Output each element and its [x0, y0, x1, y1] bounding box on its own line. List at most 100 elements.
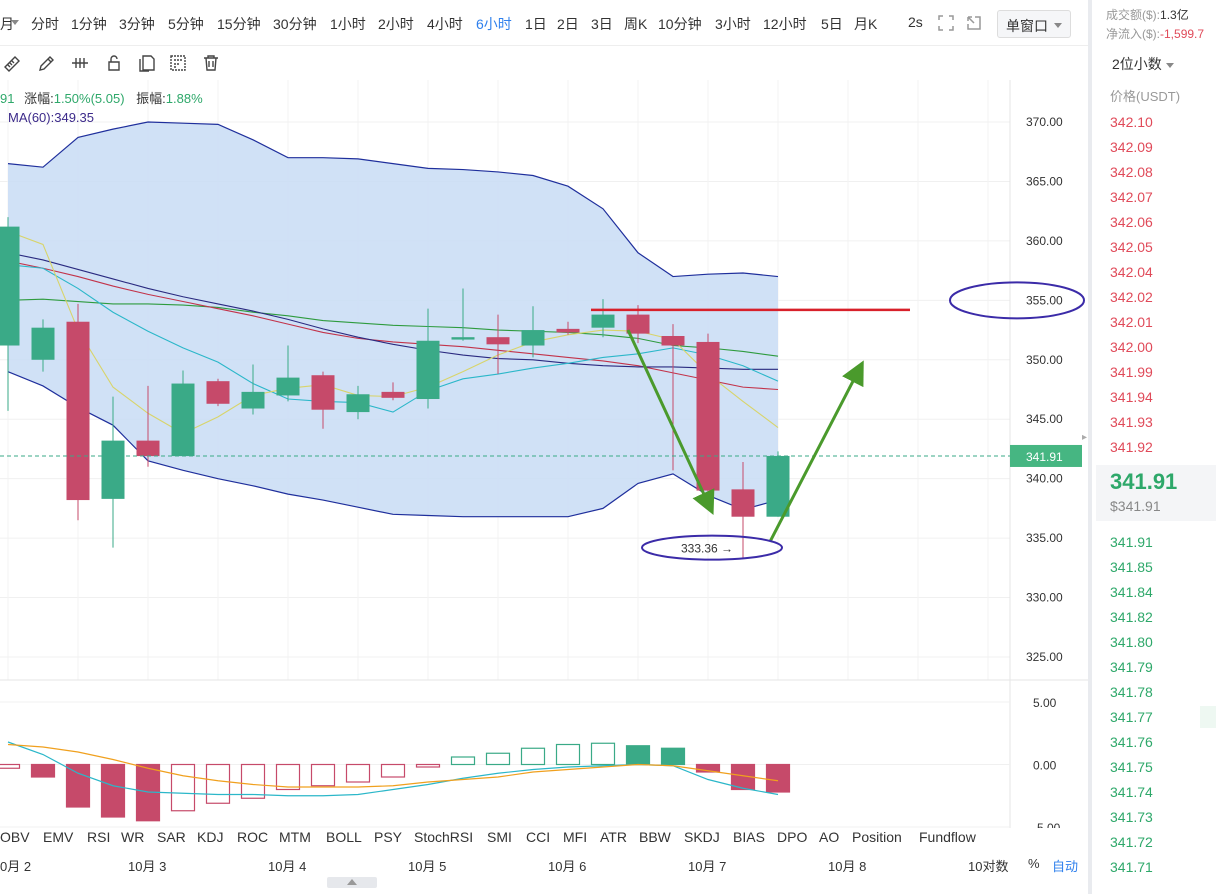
indicator-tab[interactable]: SMI [487, 829, 512, 845]
chevron-right-icon[interactable]: ▸ [1082, 432, 1088, 443]
log-scale-toggle[interactable]: 10对数 [968, 859, 1009, 874]
indicator-tab[interactable]: Fundflow [919, 829, 976, 845]
indicator-tab[interactable]: DPO [777, 829, 808, 845]
ask-price[interactable]: 342.01 [1110, 314, 1153, 330]
copy-icon[interactable] [137, 53, 157, 73]
ask-price[interactable]: 342.08 [1110, 164, 1153, 180]
last-price: 341.91 [1110, 469, 1178, 494]
indicator-tab[interactable]: StochRSI [414, 829, 474, 845]
bid-price[interactable]: 341.85 [1110, 559, 1153, 575]
timeframe-tab[interactable]: 2小时 [378, 16, 414, 32]
auto-scale-toggle[interactable]: 自动 [1052, 859, 1079, 874]
ask-price[interactable]: 342.04 [1110, 264, 1153, 280]
timeframe-tab[interactable]: 10分钟 [658, 16, 702, 32]
timeframe-tab[interactable]: 周K [624, 16, 648, 32]
indicator-bar [310, 763, 336, 787]
bid-price[interactable]: 341.78 [1110, 684, 1153, 700]
indicator-tab[interactable]: MFI [563, 829, 588, 845]
parallel-lines-icon[interactable] [70, 53, 90, 73]
bid-price[interactable]: 341.84 [1110, 584, 1153, 600]
pencil-icon[interactable] [37, 53, 57, 73]
bid-price[interactable]: 341.75 [1110, 759, 1153, 775]
bid-price[interactable]: 341.77 [1110, 709, 1153, 725]
ask-price[interactable]: 341.94 [1110, 389, 1153, 405]
timeframe-tab[interactable]: 月K [854, 16, 878, 32]
indicator-tab[interactable]: PSY [374, 829, 403, 845]
timeframe-tab[interactable]: 分时 [31, 16, 59, 32]
ask-price[interactable]: 342.02 [1110, 289, 1153, 305]
refresh-interval[interactable]: 2s [908, 14, 923, 30]
bid-price[interactable]: 341.91 [1110, 534, 1153, 550]
timeframe-tab[interactable]: 1分钟 [71, 16, 107, 32]
indicator-tab[interactable]: BBW [639, 829, 671, 845]
ask-price[interactable]: 342.10 [1110, 114, 1153, 130]
chevron-down-icon[interactable] [11, 20, 19, 25]
bid-price[interactable]: 341.71 [1110, 859, 1153, 875]
indicator-tab[interactable]: ROC [237, 829, 269, 845]
timeframe-tab[interactable]: 12小时 [763, 16, 807, 32]
timeframe-tab[interactable]: 2日 [557, 16, 579, 32]
change-value: 1.50%(5.05) [53, 91, 125, 106]
ask-price[interactable]: 342.09 [1110, 139, 1153, 155]
y-tick-label: 325.00 [1026, 650, 1063, 664]
amplitude-label: 振幅: [136, 91, 166, 106]
volume-value: 1.3亿 [1160, 8, 1189, 22]
indicator-bar [660, 747, 686, 766]
timeframe-tab[interactable]: 15分钟 [217, 16, 261, 32]
bid-price[interactable]: 341.74 [1110, 784, 1153, 800]
ruler-icon[interactable] [2, 53, 22, 73]
ask-price[interactable]: 342.00 [1110, 339, 1153, 355]
lock-icon[interactable] [104, 53, 124, 73]
ask-price[interactable]: 341.92 [1110, 439, 1153, 455]
indicator-tab[interactable]: OBV [0, 829, 30, 845]
timeframe-tab[interactable]: 5分钟 [168, 16, 204, 32]
indicator-tab[interactable]: SAR [157, 829, 186, 845]
indicator-tab[interactable]: KDJ [197, 829, 224, 845]
trash-icon[interactable] [201, 53, 221, 73]
percent-toggle[interactable]: % [1028, 856, 1040, 871]
timeframe-tab[interactable]: 1小时 [330, 16, 366, 32]
indicator-tab[interactable]: SKDJ [684, 829, 720, 845]
ma60-legend: MA(60):349.35 [8, 110, 94, 125]
ask-price[interactable]: 341.93 [1110, 414, 1153, 430]
indicator-tab[interactable]: CCI [526, 829, 551, 845]
indicator-tab[interactable]: AO [819, 829, 840, 845]
ask-price[interactable]: 342.07 [1110, 189, 1153, 205]
timeframe-tab[interactable]: 3分钟 [119, 16, 155, 32]
ask-price[interactable]: 342.05 [1110, 239, 1153, 255]
timeframe-fragment[interactable]: 月 [0, 16, 14, 32]
indicator-tab[interactable]: RSI [87, 829, 111, 845]
bid-price[interactable]: 341.72 [1110, 834, 1153, 850]
fullscreen-icon[interactable] [938, 15, 954, 31]
candle-body [591, 314, 615, 328]
indicator-tab[interactable]: WR [121, 829, 145, 845]
popout-icon[interactable] [966, 15, 982, 31]
bid-price[interactable]: 341.73 [1110, 809, 1153, 825]
indicator-tab[interactable]: Position [852, 829, 902, 845]
timeframe-tab[interactable]: 30分钟 [273, 16, 317, 32]
timeframe-tab[interactable]: 4小时 [427, 16, 463, 32]
bid-price[interactable]: 341.79 [1110, 659, 1153, 675]
scroll-handle[interactable] [327, 877, 377, 888]
indicator-tab[interactable]: EMV [43, 829, 74, 845]
price-chart[interactable]: 370.00 365.00 360.00 355.00 350.00 345.00 340.… [0, 80, 1088, 828]
indicator-tick-label: 5.00 [1033, 696, 1057, 710]
decimals-select[interactable]: 2位小数 [1112, 54, 1174, 74]
indicator-tab[interactable]: MTM [279, 829, 311, 845]
bid-price[interactable]: 341.82 [1110, 609, 1153, 625]
indicator-tab[interactable]: BIAS [733, 829, 765, 845]
indicator-tab[interactable]: BOLL [326, 829, 362, 845]
ask-price[interactable]: 342.06 [1110, 214, 1153, 230]
ask-price[interactable]: 341.99 [1110, 364, 1153, 380]
window-mode-select[interactable]: 单窗口 [997, 10, 1071, 38]
timeframe-tab[interactable]: 3日 [591, 16, 613, 32]
bid-price[interactable]: 341.76 [1110, 734, 1153, 750]
timeframe-tab-active[interactable]: 6小时 [476, 16, 512, 32]
indicator-tab[interactable]: ATR [600, 829, 627, 845]
price-header: 价格(USDT) [1110, 89, 1181, 104]
timeframe-tab[interactable]: 1日 [525, 16, 547, 32]
bid-price[interactable]: 341.80 [1110, 634, 1153, 650]
template-icon[interactable] [168, 53, 188, 73]
timeframe-tab[interactable]: 3小时 [715, 16, 751, 32]
timeframe-tab[interactable]: 5日 [821, 16, 843, 32]
